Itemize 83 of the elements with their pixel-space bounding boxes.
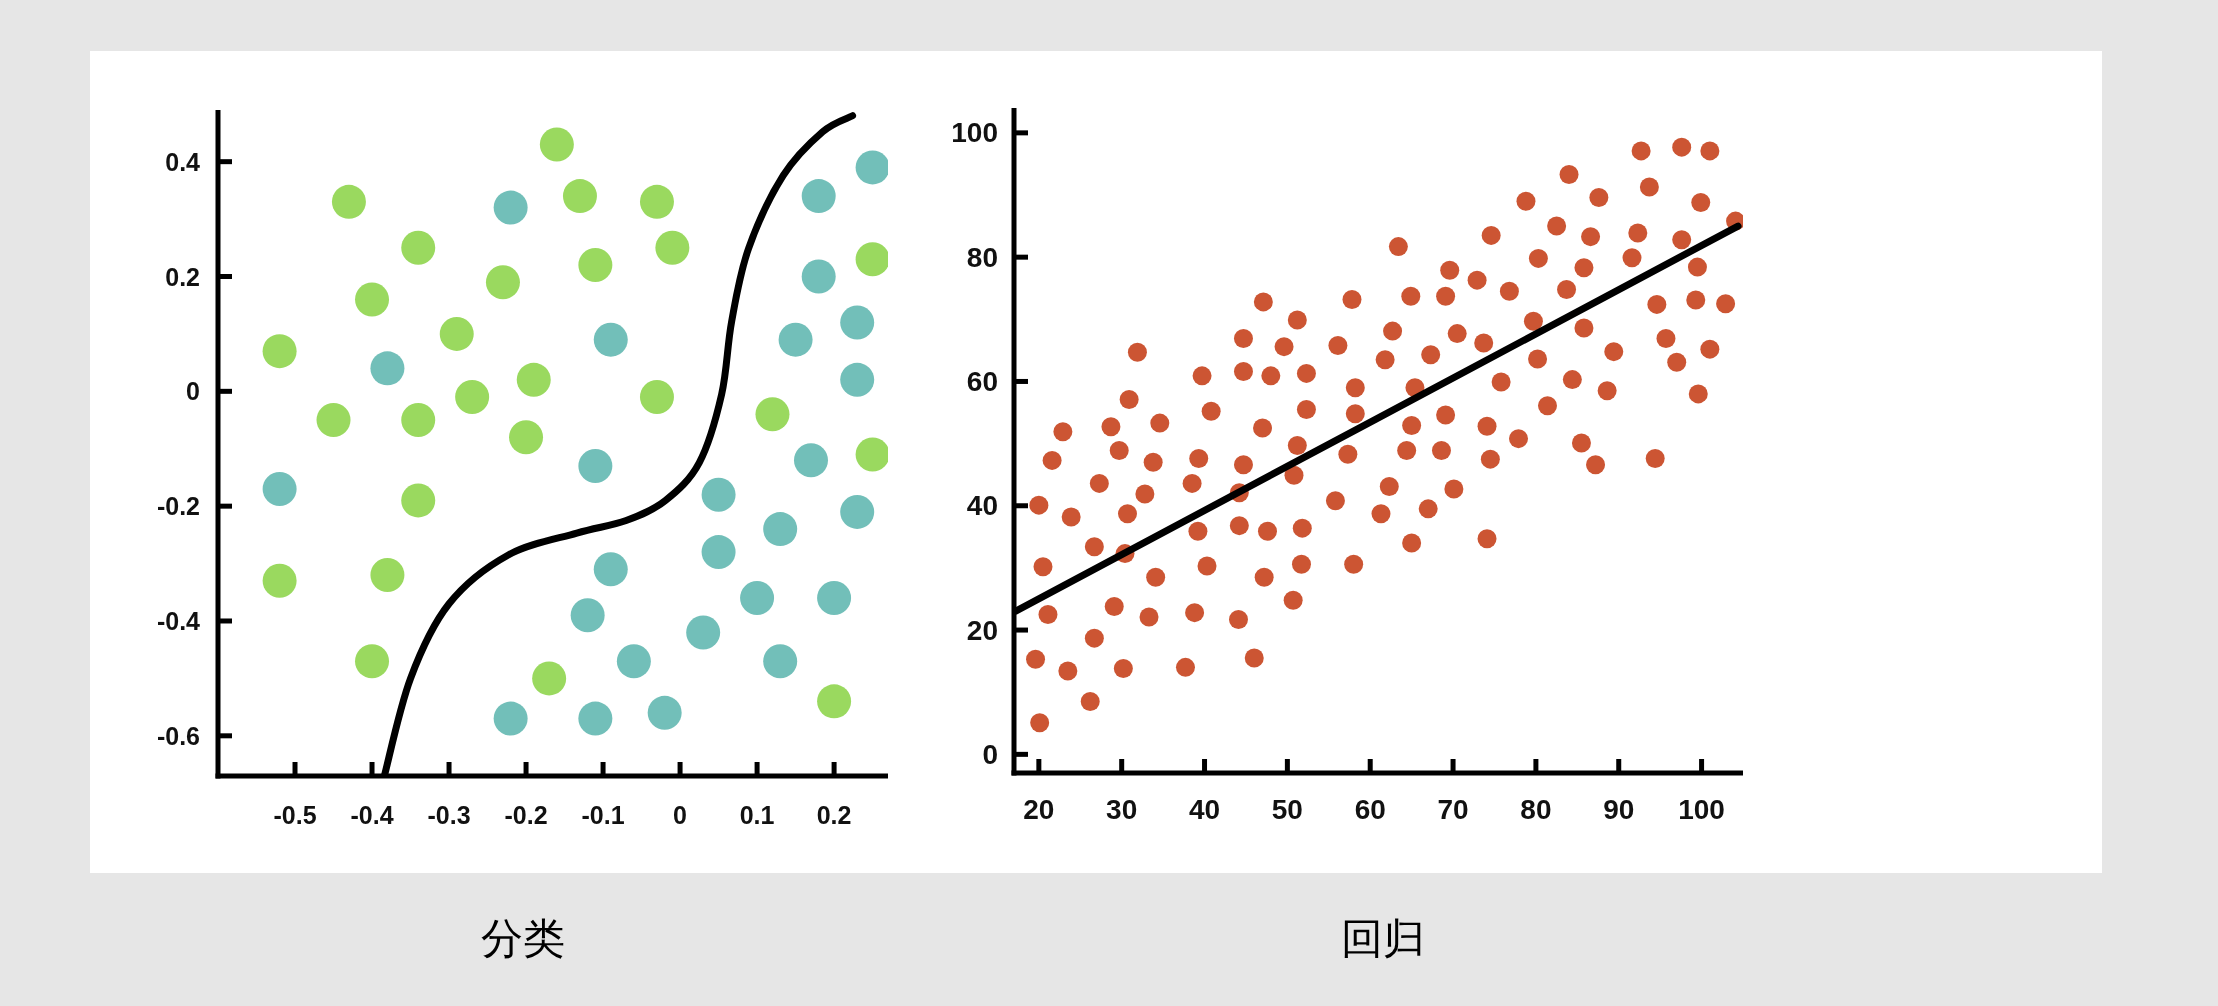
point [578, 448, 613, 483]
point [655, 230, 690, 265]
y-tick-label: 0 [982, 738, 998, 770]
y-tick-label: 60 [966, 365, 998, 397]
y-tick-label: 0.4 [165, 147, 201, 176]
point [562, 179, 597, 214]
point [401, 483, 436, 518]
point [755, 397, 790, 432]
text: 回归 [1341, 914, 1425, 962]
x-tick-label: 80 [1520, 794, 1552, 825]
point [455, 380, 490, 415]
point [355, 282, 390, 317]
point [401, 230, 436, 265]
x-tick-label: 30 [1106, 794, 1138, 825]
x-tick-label: 40 [1188, 794, 1221, 825]
point [855, 437, 888, 472]
point [701, 477, 736, 512]
y-tick-label: -0.2 [156, 492, 200, 521]
point [578, 248, 613, 283]
x-tick-label: 0 [673, 801, 688, 829]
point [740, 581, 775, 616]
x-tick-label: -0.2 [504, 801, 548, 829]
x-tick-label: 60 [1354, 794, 1386, 825]
point [570, 598, 605, 633]
point [516, 362, 551, 397]
point [778, 322, 813, 357]
y-tick-label: -0.6 [156, 721, 200, 750]
point [316, 403, 351, 438]
x-tick-label: 0.1 [739, 801, 775, 829]
point [370, 351, 405, 386]
point [539, 127, 574, 162]
y-tick-label: 0.2 [165, 262, 200, 291]
point [855, 150, 888, 185]
x-tick-label: 50 [1271, 794, 1303, 825]
point [639, 380, 674, 415]
point [262, 471, 297, 506]
point [686, 615, 721, 650]
point [639, 184, 674, 219]
point [262, 334, 297, 369]
y-tick-label: 40 [966, 490, 998, 522]
point [763, 512, 798, 547]
point [532, 661, 567, 696]
point [370, 558, 405, 593]
point [331, 184, 366, 219]
text: 分类 [481, 914, 565, 962]
y-tick-label: 0 [186, 377, 200, 406]
point [616, 644, 651, 679]
y-tick-label: -0.4 [156, 606, 201, 635]
point [262, 563, 297, 598]
y-tick-label: 20 [966, 614, 998, 646]
y-tick-label: 80 [966, 241, 998, 273]
point [840, 494, 875, 529]
point [763, 644, 798, 679]
x-tick-label: 70 [1437, 794, 1469, 825]
point [855, 242, 888, 277]
x-tick-label: 100 [1678, 794, 1725, 825]
point [840, 305, 875, 340]
point [801, 259, 836, 294]
point [493, 190, 528, 225]
point [355, 644, 390, 679]
x-tick-label: -0.1 [581, 801, 625, 829]
point [701, 535, 736, 570]
point [578, 701, 613, 736]
point [593, 552, 628, 587]
x-tick-label: 90 [1603, 794, 1635, 825]
point [485, 265, 520, 300]
point [493, 701, 528, 736]
point [817, 581, 852, 616]
point [439, 316, 474, 351]
point [817, 684, 852, 719]
point [401, 403, 436, 438]
point [509, 420, 544, 455]
point [647, 695, 682, 730]
x-tick-label: 20 [1023, 794, 1055, 825]
point [793, 443, 828, 478]
x-tick-label: -0.3 [427, 801, 471, 829]
x-tick-label: -0.5 [273, 801, 317, 829]
point [593, 322, 628, 357]
point [840, 362, 875, 397]
x-tick-label: 0.2 [816, 801, 852, 829]
y-tick-label: 100 [951, 117, 998, 149]
point [801, 179, 836, 214]
x-tick-label: -0.4 [350, 801, 394, 829]
